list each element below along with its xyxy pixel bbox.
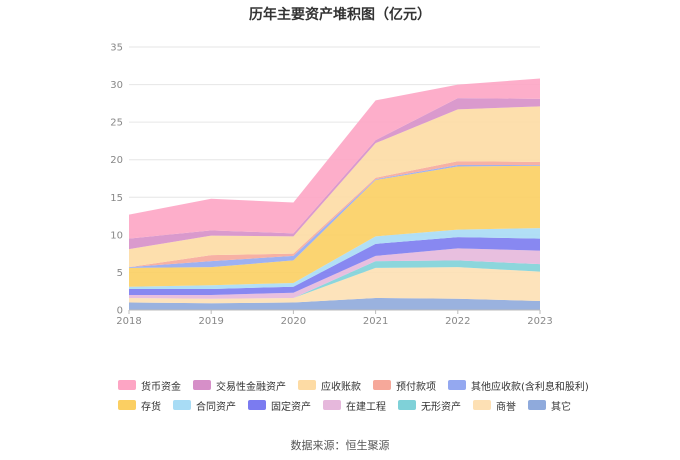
legend-item[interactable]: 在建工程: [323, 398, 386, 413]
legend-item[interactable]: 无形资产: [398, 398, 461, 413]
area-应收账款: [129, 106, 540, 268]
legend-swatch-icon: [398, 400, 416, 410]
area-商誉: [129, 267, 540, 304]
area-货币资金: [129, 78, 540, 239]
area-在建工程: [129, 248, 540, 299]
legend-swatch-icon: [118, 400, 136, 410]
legend-item[interactable]: 应收账款: [298, 378, 361, 393]
legend-swatch-icon: [473, 400, 491, 410]
y-tick-label: 15: [110, 193, 123, 204]
area-固定资产: [129, 237, 540, 295]
y-tick-label: 5: [117, 268, 123, 279]
legend-label: 在建工程: [346, 401, 386, 413]
legend-swatch-icon: [173, 400, 191, 410]
legend-swatch-icon: [323, 400, 341, 410]
legend-item[interactable]: 存货: [118, 398, 161, 413]
y-tick-label: 0: [117, 306, 123, 317]
legend-label: 应收账款: [321, 381, 361, 393]
legend-label: 交易性金融资产: [216, 381, 286, 393]
x-tick-label: 2023: [527, 316, 552, 327]
chart-title: 历年主要资产堆积图（亿元）: [249, 7, 431, 23]
legend-item[interactable]: 商誉: [473, 398, 516, 413]
legend-item[interactable]: 其他应收款(含利息和股利): [448, 378, 589, 393]
area-其它: [129, 297, 540, 310]
x-tick-label: 2018: [116, 316, 141, 327]
area-存货: [129, 165, 540, 287]
legend-item[interactable]: 其它: [528, 398, 571, 413]
legend-row: 货币资金 交易性金融资产 应收账款 预付款项 其他应收款(含利息和股利): [118, 375, 589, 395]
legend-swatch-icon: [448, 380, 466, 390]
legend-item[interactable]: 固定资产: [248, 398, 311, 413]
y-tick-label: 25: [110, 118, 123, 129]
x-tick-label: 2020: [281, 316, 306, 327]
legend: 货币资金 交易性金融资产 应收账款 预付款项 其他应收款(含利息和股利) 存货 合同资产 固定…: [118, 375, 589, 415]
legend-label: 商誉: [496, 401, 516, 413]
x-tick-label: 2022: [445, 316, 470, 327]
legend-item[interactable]: 货币资金: [118, 378, 181, 393]
legend-swatch-icon: [248, 400, 266, 410]
legend-swatch-icon: [118, 380, 136, 390]
legend-label: 无形资产: [421, 401, 461, 413]
data-source-note: 数据来源：恒生聚源: [290, 439, 390, 452]
y-tick-label: 20: [110, 155, 123, 166]
legend-label: 固定资产: [271, 401, 311, 413]
legend-swatch-icon: [193, 380, 211, 390]
legend-label: 合同资产: [196, 401, 236, 413]
x-tick-label: 2019: [198, 316, 223, 327]
x-tick-label: 2021: [363, 316, 388, 327]
legend-label: 其他应收款(含利息和股利): [471, 381, 589, 393]
area-合同资产: [129, 228, 540, 289]
legend-label: 预付款项: [396, 381, 436, 393]
legend-row: 存货 合同资产 固定资产 在建工程 无形资产 商誉 其它: [118, 395, 588, 415]
legend-swatch-icon: [298, 380, 316, 390]
legend-label: 存货: [141, 401, 161, 413]
legend-label: 货币资金: [141, 381, 181, 393]
legend-swatch-icon: [373, 380, 391, 390]
y-tick-label: 10: [110, 230, 123, 241]
legend-swatch-icon: [528, 400, 546, 410]
legend-item[interactable]: 合同资产: [173, 398, 236, 413]
legend-item[interactable]: 交易性金融资产: [193, 378, 286, 393]
y-tick-label: 30: [110, 80, 123, 91]
legend-label: 其它: [551, 401, 571, 413]
y-tick-label: 35: [110, 43, 123, 54]
legend-item[interactable]: 预付款项: [373, 378, 436, 393]
